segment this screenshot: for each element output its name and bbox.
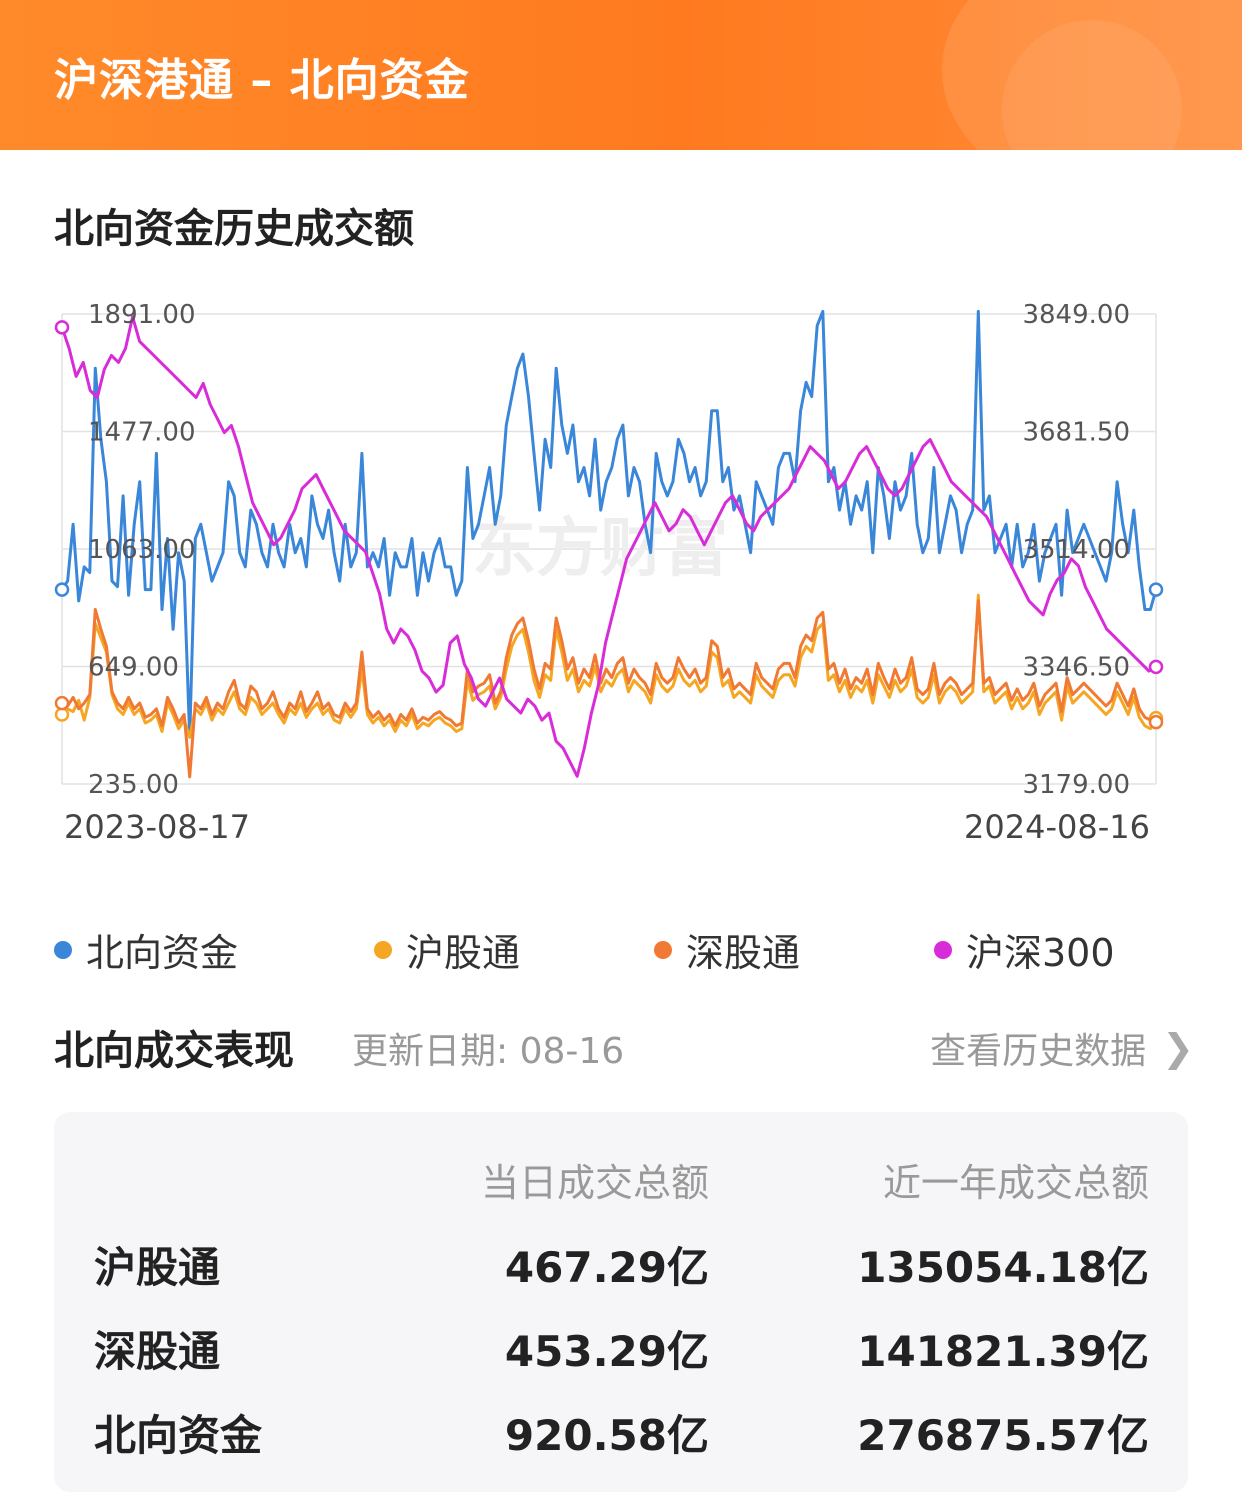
sz-connect-today: 453.29亿	[504, 1327, 709, 1376]
view-history-label: 查看历史数据	[930, 1031, 1147, 1072]
series-start-point-3	[54, 320, 70, 335]
legend-dot-sh-connect	[374, 940, 392, 959]
right-tick-label: 3681.50	[1022, 418, 1130, 448]
performance-table: 当日成交总额 近一年成交总额 沪股通 467.29亿 135054.18亿 深股…	[54, 1112, 1188, 1492]
series-line-2	[61, 599, 1157, 779]
col-header-year: 近一年成交总额	[882, 1161, 1149, 1205]
view-history-link[interactable]: 查看历史数据 ❯	[930, 1022, 1194, 1074]
legend-label: 深股通	[686, 931, 801, 975]
sh-connect-today: 467.29亿	[504, 1243, 709, 1292]
legend-label: 沪深300	[966, 931, 1115, 975]
page-title: 沪深港通 – 北向资金	[54, 55, 470, 106]
legend-item-sh-connect[interactable]: 沪股通	[374, 922, 520, 977]
series-line-3	[60, 315, 1157, 778]
x-end-date-label: 2024-08-16	[964, 808, 1150, 846]
series-end-point-0	[1148, 582, 1164, 597]
legend-dot-northbound	[54, 940, 72, 959]
right-tick-label: 3849.00	[1022, 300, 1130, 330]
sz-connect-year: 141821.39亿	[857, 1327, 1149, 1376]
x-start-date-label: 2023-08-17	[64, 808, 250, 846]
sh-connect-year: 135054.18亿	[857, 1243, 1149, 1292]
row-label-sh-connect: 沪股通	[94, 1243, 221, 1292]
col-header-today: 当日成交总额	[480, 1161, 709, 1205]
chart-legend: 北向资金 沪股通 深股通 沪深300	[0, 922, 1242, 975]
legend-item-sz-connect[interactable]: 深股通	[654, 922, 800, 977]
right-tick-label: 3179.00	[1022, 770, 1130, 800]
right-tick-label: 3346.50	[1022, 653, 1130, 683]
legend-dot-csi300	[934, 940, 952, 959]
app-header: 沪深港通 – 北向资金	[0, 0, 1242, 150]
row-label-sz-connect: 深股通	[94, 1327, 221, 1376]
row-label-northbound: 北向资金	[94, 1411, 263, 1460]
left-tick-label: 649.00	[88, 653, 179, 683]
series-start-point-2	[54, 695, 70, 711]
northbound-today: 920.58亿	[504, 1411, 709, 1460]
legend-label: 沪股通	[406, 931, 521, 975]
performance-header: 北向成交表现 更新日期: 08-16 查看历史数据 ❯	[54, 1018, 1194, 1074]
chart-section-title: 北向资金历史成交额	[54, 206, 414, 252]
left-tick-label: 1891.00	[88, 300, 196, 330]
series-start-point-0	[54, 582, 70, 597]
series-end-point-3	[1148, 659, 1164, 675]
chevron-right-icon: ❯	[1162, 1026, 1194, 1070]
header-decoration	[942, 0, 1242, 150]
update-date: 更新日期: 08-16	[352, 1031, 625, 1072]
legend-item-northbound[interactable]: 北向资金	[54, 922, 238, 977]
legend-dot-sz-connect	[654, 940, 672, 959]
series-line-0	[60, 309, 1158, 739]
series-end-point-2	[1148, 714, 1164, 730]
left-tick-label: 1063.00	[88, 535, 196, 565]
performance-title: 北向成交表现	[54, 1028, 294, 1074]
northbound-chart[interactable]: 东方财富 1891.00 1477.00 1063.00 649.00 235.00 384…	[0, 290, 1242, 850]
watermark-text: 东方财富	[472, 512, 728, 586]
left-tick-label: 1477.00	[88, 418, 196, 448]
northbound-year: 276875.57亿	[857, 1411, 1149, 1460]
left-tick-label: 235.00	[88, 770, 179, 800]
legend-item-csi300[interactable]: 沪深300	[934, 922, 1115, 977]
right-tick-label: 3514.00	[1022, 535, 1130, 565]
legend-label: 北向资金	[86, 931, 239, 975]
